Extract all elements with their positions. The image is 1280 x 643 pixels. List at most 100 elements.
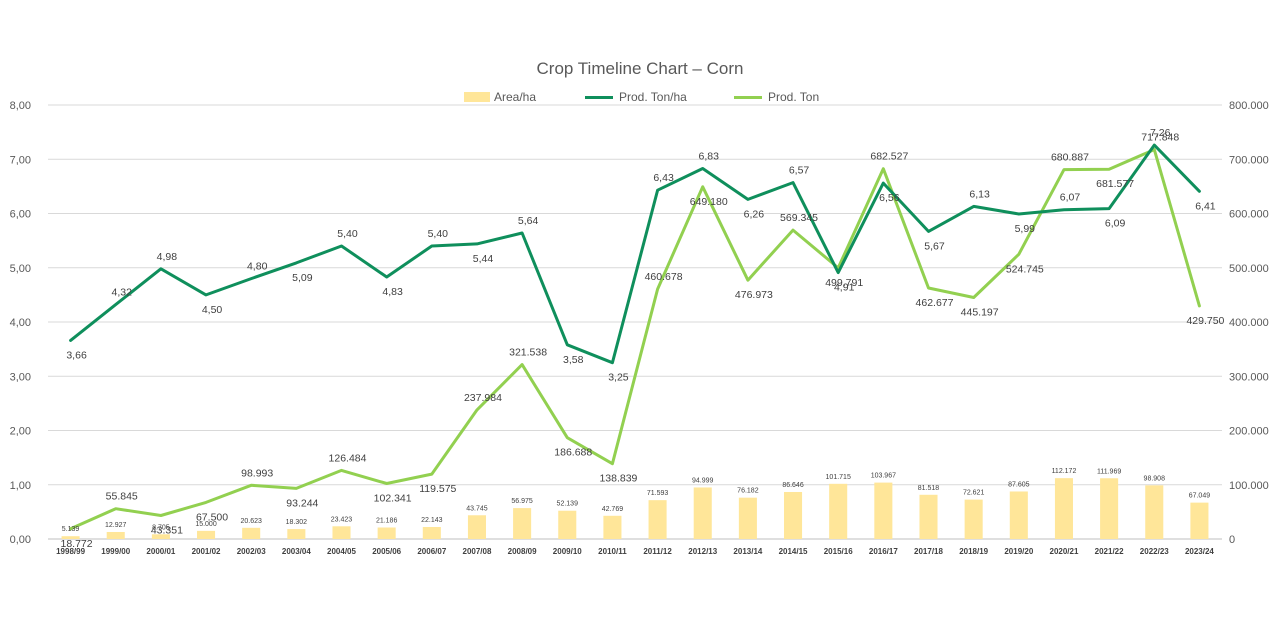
bar-label: 76.182	[737, 488, 759, 495]
x-axis-tick: 2012/13	[688, 547, 717, 556]
right-axis-tick: 400.000	[1229, 317, 1269, 329]
x-axis-tick: 2000/01	[146, 547, 175, 556]
label-prod-ton: 717.848	[1141, 132, 1179, 144]
bar-area	[106, 531, 125, 539]
bar-label: 42.769	[602, 506, 624, 513]
label-prod-ton: 445.197	[961, 306, 999, 318]
line-prod-ton-ha	[69, 143, 1201, 365]
x-axis-tick: 2003/04	[282, 547, 311, 556]
bar-area	[287, 529, 306, 539]
x-axis-tick: 2016/17	[869, 547, 898, 556]
legend-label-prod-ton: Prod. Ton	[768, 90, 820, 104]
bar-area	[603, 515, 622, 539]
label-prod-ton-ha: 5,40	[428, 228, 449, 240]
left-axis-tick: 6,00	[10, 209, 31, 221]
left-axis-tick: 0,00	[10, 534, 31, 546]
label-prod-ton-ha: 4,91	[834, 282, 855, 294]
left-axis-tick: 8,00	[10, 100, 31, 112]
bar-label: 81.518	[918, 485, 940, 492]
chart-title: Crop Timeline Chart – Corn	[536, 59, 744, 78]
bar-area	[242, 527, 261, 539]
legend-item-prod-ton: Prod. Ton	[734, 90, 819, 104]
bar-label: 20.623	[240, 518, 262, 525]
label-prod-ton: 119.575	[419, 483, 456, 495]
legend-label-area: Area/ha	[494, 90, 537, 104]
bar-area	[467, 515, 486, 539]
bar-label: 112.172	[1052, 468, 1077, 475]
x-axis-tick: 1999/00	[101, 547, 130, 556]
right-axis-tick: 600.000	[1229, 209, 1269, 221]
label-prod-ton-ha: 6,09	[1105, 218, 1126, 230]
bar-label: 18.302	[286, 519, 308, 526]
right-axis-tick: 800.000	[1229, 100, 1269, 112]
label-prod-ton-ha: 5,64	[518, 215, 539, 227]
x-axis-tick: 2021/22	[1095, 547, 1124, 556]
label-prod-ton-ha: 5,09	[292, 272, 313, 284]
x-axis-tick: 2014/15	[779, 547, 808, 556]
label-prod-ton: 126.484	[329, 452, 367, 464]
label-prod-ton: 321.538	[509, 347, 547, 359]
bar-label: 52.139	[557, 501, 579, 508]
bar-label: 71.593	[647, 490, 669, 497]
right-axis-tick: 500.000	[1229, 263, 1269, 275]
bar-area	[61, 536, 80, 539]
bar-area	[874, 482, 893, 539]
bar-label: 72.621	[963, 490, 985, 497]
label-prod-ton: 43.351	[151, 524, 183, 536]
axes: 0,00 1,00 2,00 3,00 4,00 5,00 6,00 7,00 8,00 0 100…	[10, 100, 1269, 556]
x-axis-tick: 2022/23	[1140, 547, 1169, 556]
x-axis-tick: 2008/09	[508, 547, 537, 556]
bar-label: 86.646	[782, 482, 804, 489]
label-prod-ton: 524.745	[1006, 263, 1044, 275]
x-axis-tick: 2007/08	[463, 547, 492, 556]
label-prod-ton-ha: 6,57	[789, 165, 810, 177]
bar-area	[1145, 485, 1164, 539]
label-prod-ton: 93.244	[286, 497, 318, 509]
x-axis-tick: 2015/16	[824, 547, 853, 556]
label-prod-ton: 429.750	[1186, 315, 1224, 327]
label-prod-ton-ha: 6,41	[1195, 200, 1216, 212]
left-axis-tick: 4,00	[10, 317, 31, 329]
x-axis-tick: 2020/21	[1050, 547, 1079, 556]
bar-label: 43.745	[466, 505, 488, 512]
bar-area	[829, 483, 848, 539]
label-prod-ton-ha: 5,67	[924, 240, 945, 252]
left-axis-tick: 1,00	[10, 480, 31, 492]
legend-label-prod-ton-ha: Prod. Ton/ha	[619, 90, 687, 104]
label-prod-ton: 476.973	[735, 289, 773, 301]
label-prod-ton: 681.577	[1096, 178, 1134, 190]
label-prod-ton: 680.887	[1051, 152, 1089, 164]
x-axis-tick: 2002/03	[237, 547, 266, 556]
x-axis-tick: 2005/06	[372, 547, 401, 556]
bar-area	[738, 497, 757, 539]
bar-area	[151, 534, 170, 539]
bar-area	[332, 526, 351, 539]
label-prod-ton-ha: 6,26	[744, 208, 765, 220]
right-axis-tick: 200.000	[1229, 426, 1269, 438]
label-prod-ton: 499.791	[825, 277, 863, 289]
label-prod-ton: 102.341	[374, 492, 412, 504]
right-axis-tick: 100.000	[1229, 480, 1269, 492]
label-prod-ton-ha: 5,44	[473, 253, 494, 265]
line-prod-ton	[69, 148, 1201, 531]
bar-area	[1100, 478, 1119, 539]
bar-label: 23.423	[331, 516, 353, 523]
label-prod-ton-ha: 4,83	[382, 286, 403, 298]
label-prod-ton-ha: 4,80	[247, 261, 268, 273]
left-axis-tick: 2,00	[10, 426, 31, 438]
bar-area	[919, 494, 938, 539]
legend: Area/ha Prod. Ton/ha Prod. Ton	[0, 90, 1280, 106]
bar-label: 111.969	[1097, 468, 1121, 475]
label-prod-ton-ha: 4,50	[202, 304, 223, 316]
x-axis-tick: 2023/24	[1185, 547, 1214, 556]
label-prod-ton: 462.677	[916, 297, 954, 309]
x-axis-tick: 1998/99	[56, 547, 85, 556]
label-prod-ton-ha: 4,98	[157, 251, 178, 263]
label-prod-ton-ha: 5,99	[1015, 223, 1036, 235]
label-prod-ton: 18.772	[61, 538, 93, 550]
label-prod-ton: 649.180	[690, 196, 728, 208]
left-axis-tick: 7,00	[10, 154, 31, 166]
label-prod-ton: 460.678	[645, 271, 683, 283]
